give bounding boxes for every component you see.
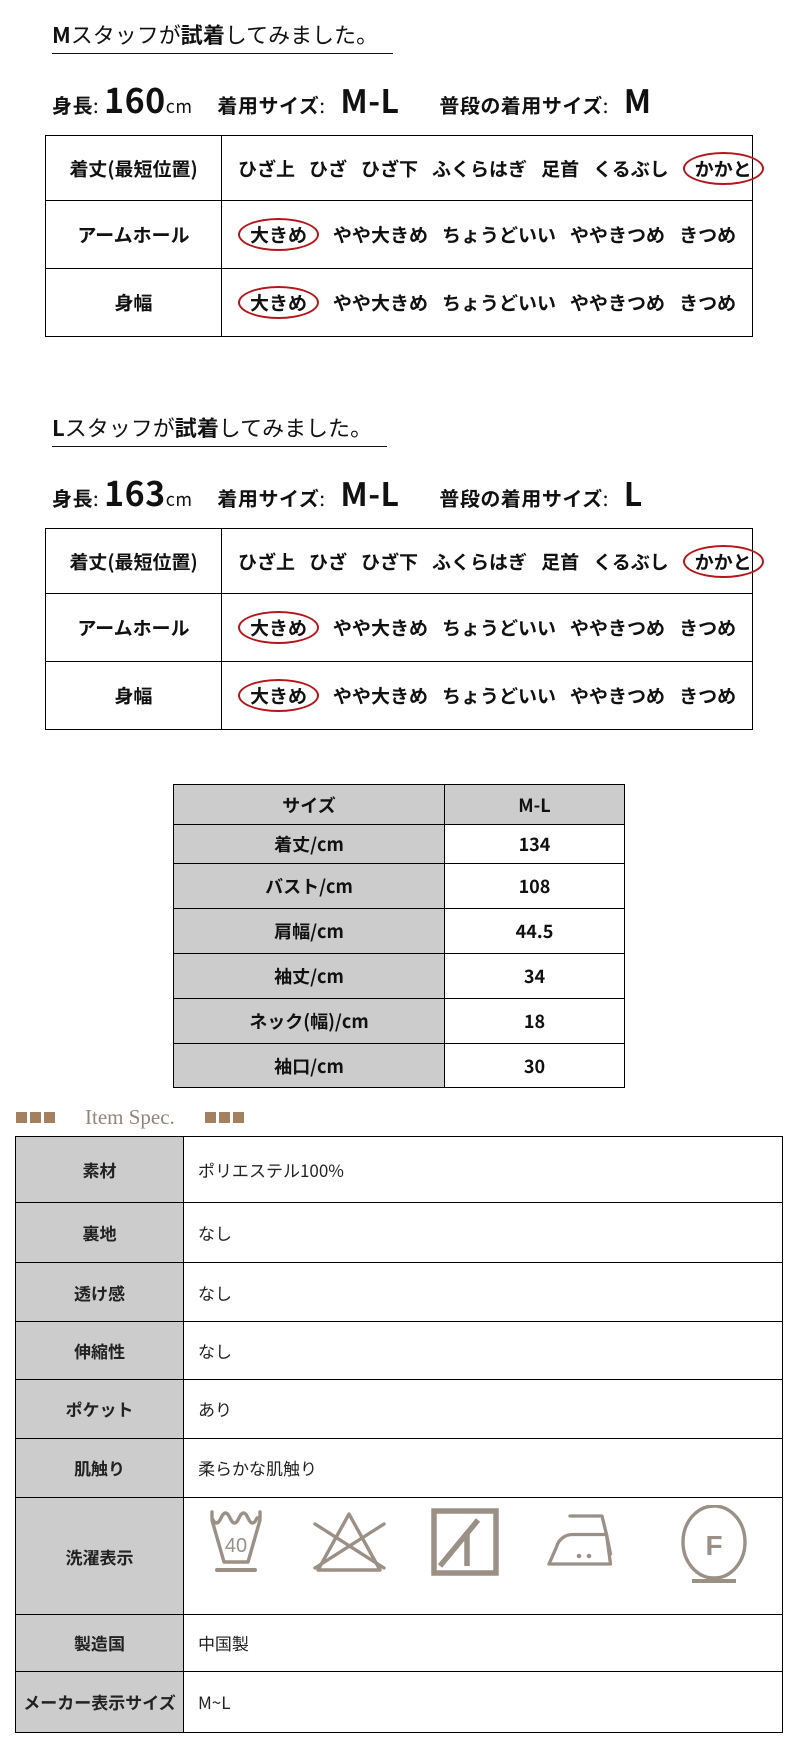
svg-text:40: 40 — [225, 1535, 247, 1557]
svg-text:F: F — [705, 1530, 722, 1561]
